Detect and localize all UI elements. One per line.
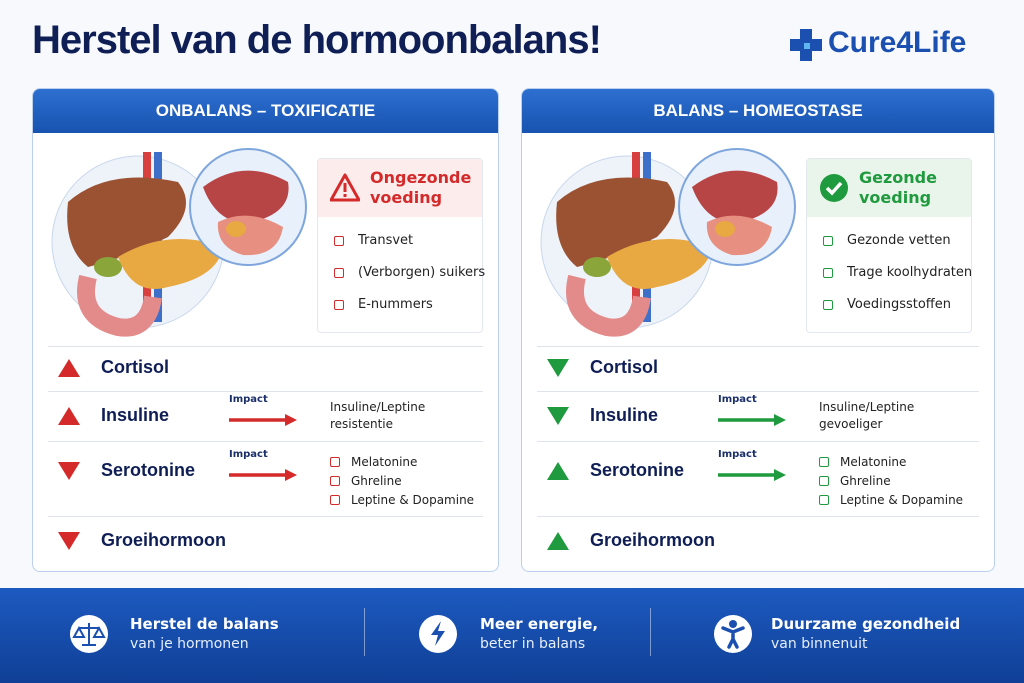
footer-divider	[364, 608, 365, 656]
trend-arrow	[58, 359, 80, 377]
footer-title: Herstel de balans	[130, 615, 279, 633]
effect-item: Ghreline	[351, 474, 402, 488]
row-divider	[537, 391, 979, 392]
row-divider	[537, 346, 979, 347]
footer-title: Duurzame gezondheid	[771, 615, 961, 633]
diet-icon	[820, 174, 848, 202]
page-title: Herstel van de hormoonbalans!	[32, 18, 602, 62]
trend-arrow	[547, 462, 569, 480]
footer-bar: Herstel de balans van je hormonen Meer ene…	[0, 588, 1024, 683]
checkbox	[819, 457, 829, 467]
checkbox	[334, 300, 344, 310]
impact-arrow	[229, 469, 297, 481]
panel-title: ONBALANS – TOXIFICATIE	[33, 89, 498, 133]
row-divider	[48, 391, 483, 392]
diet-item: E-nummers	[358, 297, 433, 312]
row-divider	[537, 516, 979, 517]
checkbox	[334, 268, 344, 278]
effect-text: Insuline/Leptine gevoeliger	[819, 400, 915, 431]
effect-item: Ghreline	[840, 474, 891, 488]
panel: BALANS – HOMEOSTASE Gezonde voeding Gezon…	[521, 88, 995, 572]
checkbox	[330, 457, 340, 467]
hormone-name: Serotonine	[101, 460, 196, 480]
checkbox	[819, 495, 829, 505]
effect-item: Leptine & Dopamine	[840, 493, 964, 507]
hormone-name: Serotonine	[590, 460, 685, 480]
panel: ONBALANS – TOXIFICATIE Ongezonde voeding…	[32, 88, 499, 572]
footer-icon	[70, 615, 108, 653]
effect-text: Insuline/Leptine resistentie	[330, 400, 426, 431]
brand-logo	[790, 29, 822, 61]
diet-title: Gezonde voeding	[859, 168, 937, 207]
checkbox	[334, 236, 344, 246]
trend-arrow	[58, 532, 80, 550]
footer-title: Meer energie,	[480, 615, 599, 633]
checkbox	[823, 236, 833, 246]
panel-title: BALANS – HOMEOSTASE	[522, 89, 994, 133]
organ-illustration	[51, 148, 307, 337]
diet-item: Transvet	[358, 233, 414, 248]
impact-label: Impact	[229, 449, 268, 460]
checkbox	[330, 495, 340, 505]
footer-subtitle: van binnenuit	[771, 636, 868, 652]
diet-title: Ongezonde voeding	[370, 168, 472, 207]
trend-arrow	[547, 359, 569, 377]
diet-item: Gezonde vetten	[847, 233, 951, 248]
checkbox	[823, 268, 833, 278]
diet-icon	[330, 173, 360, 202]
effect-item: Melatonine	[351, 455, 418, 469]
diet-item: (Verborgen) suikers	[358, 265, 486, 280]
hormone-name: Groeihormoon	[101, 530, 226, 550]
checkbox	[819, 476, 829, 486]
diet-header: Ongezonde voeding	[318, 159, 482, 217]
diet-box: Gezonde voeding Gezonde vetten Trage koolh…	[806, 158, 972, 333]
row-divider	[537, 441, 979, 442]
footer-icon	[714, 615, 752, 653]
hormone-name: Cortisol	[590, 357, 659, 377]
row-divider	[48, 516, 483, 517]
row-divider	[48, 346, 483, 347]
impact-arrow	[718, 414, 786, 426]
brand-name: Cure4Life	[828, 26, 967, 59]
checkbox	[823, 300, 833, 310]
row-divider	[48, 441, 483, 442]
diet-box: Ongezonde voeding Transvet (Verborgen) sui…	[317, 158, 486, 333]
checkbox	[330, 476, 340, 486]
footer-subtitle: beter in balans	[480, 636, 586, 652]
trend-arrow	[58, 407, 80, 425]
diet-item: Trage koolhydraten	[847, 265, 973, 280]
trend-arrow	[58, 462, 80, 480]
hormone-name: Insuline	[101, 405, 170, 425]
trend-arrow	[547, 532, 569, 550]
footer-icon	[419, 615, 457, 653]
organ-illustration	[540, 148, 796, 337]
impact-label: Impact	[718, 449, 757, 460]
impact-arrow	[229, 414, 297, 426]
effect-item: Leptine & Dopamine	[351, 493, 475, 507]
impact-arrow	[718, 469, 786, 481]
trend-arrow	[547, 407, 569, 425]
hormone-name: Groeihormoon	[590, 530, 715, 550]
impact-label: Impact	[718, 394, 757, 405]
diet-header: Gezonde voeding	[807, 159, 971, 217]
impact-label: Impact	[229, 394, 268, 405]
hormone-name: Cortisol	[101, 357, 170, 377]
footer-divider	[650, 608, 651, 656]
effect-item: Melatonine	[840, 455, 907, 469]
diet-item: Voedingsstoffen	[847, 297, 951, 312]
footer-subtitle: van je hormonen	[130, 636, 249, 652]
hormone-name: Insuline	[590, 405, 659, 425]
